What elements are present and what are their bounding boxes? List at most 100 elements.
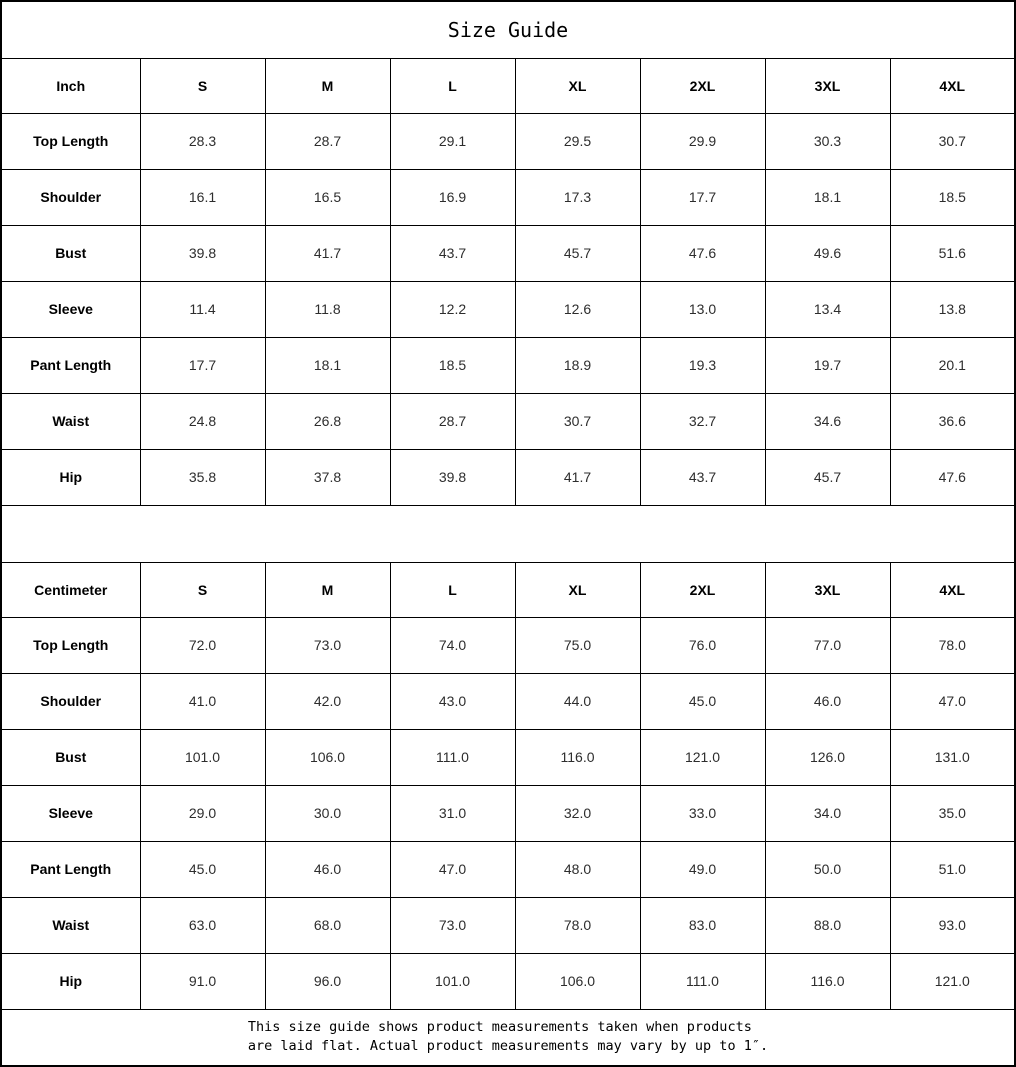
- unit-header-row: Inch S M L XL 2XL 3XL 4XL: [0, 57, 1016, 114]
- measurement-value-cell: 75.0: [514, 616, 641, 674]
- measurement-value-cell: 74.0: [389, 616, 516, 674]
- measurement-row: Bust 101.0 106.0 111.0 116.0 121.0 126.0 131.0: [0, 728, 1016, 786]
- measurement-value-cell: 37.8: [264, 448, 391, 506]
- measurement-value-cell: 16.9: [389, 168, 516, 226]
- measurement-value-cell: 13.4: [764, 280, 891, 338]
- measurement-value-cell: 29.0: [139, 784, 266, 842]
- measurement-label-cell: Shoulder: [0, 168, 141, 226]
- measurement-value-cell: 42.0: [264, 672, 391, 730]
- measurement-value-cell: 49.6: [764, 224, 891, 282]
- size-column-header: 4XL: [889, 561, 1016, 618]
- measurement-value-cell: 46.0: [264, 840, 391, 898]
- measurement-row: Top Length 28.3 28.7 29.1 29.5 29.9 30.3 30.7: [0, 112, 1016, 170]
- measurement-value-cell: 18.5: [889, 168, 1016, 226]
- measurement-value-cell: 31.0: [389, 784, 516, 842]
- measurement-label-cell: Pant Length: [0, 840, 141, 898]
- measurement-value-cell: 32.0: [514, 784, 641, 842]
- measurement-value-cell: 13.0: [639, 280, 766, 338]
- measurement-label-cell: Sleeve: [0, 280, 141, 338]
- size-column-header: S: [139, 57, 266, 114]
- footer-row: This size guide shows product measuremen…: [1, 1009, 1015, 1066]
- measurement-value-cell: 43.7: [389, 224, 516, 282]
- measurement-value-cell: 41.7: [514, 448, 641, 506]
- size-column-header: 2XL: [639, 57, 766, 114]
- measurement-row: Top Length 72.0 73.0 74.0 75.0 76.0 77.0 78.0: [0, 616, 1016, 674]
- measurement-value-cell: 24.8: [139, 392, 266, 450]
- measurement-value-cell: 43.0: [389, 672, 516, 730]
- table-title: Size Guide: [447, 17, 569, 42]
- measurement-label-cell: Top Length: [0, 616, 141, 674]
- measurement-value-cell: 30.7: [889, 112, 1016, 170]
- measurement-row: Waist 24.8 26.8 28.7 30.7 32.7 34.6 36.6: [0, 392, 1016, 450]
- measurement-value-cell: 17.7: [139, 336, 266, 394]
- measurement-row: Shoulder 16.1 16.5 16.9 17.3 17.7 18.1 18.5: [0, 168, 1016, 226]
- measurement-value-cell: 76.0: [639, 616, 766, 674]
- measurement-value-cell: 111.0: [389, 728, 516, 786]
- size-column-header: M: [264, 561, 391, 618]
- spacer-row: [1, 505, 1015, 562]
- measurement-value-cell: 28.7: [389, 392, 516, 450]
- measurement-value-cell: 35.8: [139, 448, 266, 506]
- measurement-value-cell: 11.8: [264, 280, 391, 338]
- measurement-value-cell: 41.7: [264, 224, 391, 282]
- measurement-value-cell: 43.7: [639, 448, 766, 506]
- unit-header-row: Centimeter S M L XL 2XL 3XL 4XL: [0, 561, 1016, 618]
- measurement-row: Sleeve 11.4 11.8 12.2 12.6 13.0 13.4 13.8: [0, 280, 1016, 338]
- measurement-value-cell: 36.6: [889, 392, 1016, 450]
- measurement-value-cell: 11.4: [139, 280, 266, 338]
- measurement-value-cell: 45.7: [764, 448, 891, 506]
- measurement-value-cell: 39.8: [389, 448, 516, 506]
- measurement-value-cell: 19.7: [764, 336, 891, 394]
- measurement-label-cell: Bust: [0, 728, 141, 786]
- measurement-value-cell: 20.1: [889, 336, 1016, 394]
- footer-note: This size guide shows product measuremen…: [248, 1018, 768, 1056]
- measurement-value-cell: 63.0: [139, 896, 266, 954]
- footer-note-line2: are laid flat. Actual product measuremen…: [247, 1038, 769, 1055]
- measurement-value-cell: 39.8: [139, 224, 266, 282]
- measurement-value-cell: 17.3: [514, 168, 641, 226]
- measurement-label-cell: Pant Length: [0, 336, 141, 394]
- footer-note-cell: This size guide shows product measuremen…: [1, 1009, 1015, 1066]
- measurement-value-cell: 78.0: [514, 896, 641, 954]
- measurement-value-cell: 78.0: [889, 616, 1016, 674]
- size-column-header: M: [264, 57, 391, 114]
- footer-note-line1: This size guide shows product measuremen…: [247, 1019, 752, 1036]
- measurement-value-cell: 46.0: [764, 672, 891, 730]
- measurement-value-cell: 51.0: [889, 840, 1016, 898]
- measurement-value-cell: 33.0: [639, 784, 766, 842]
- measurement-label-cell: Waist: [0, 392, 141, 450]
- measurement-value-cell: 45.0: [639, 672, 766, 730]
- measurement-value-cell: 18.5: [389, 336, 516, 394]
- measurement-value-cell: 32.7: [639, 392, 766, 450]
- size-column-header: XL: [514, 561, 641, 618]
- measurement-value-cell: 17.7: [639, 168, 766, 226]
- measurement-value-cell: 44.0: [514, 672, 641, 730]
- measurement-label-cell: Sleeve: [0, 784, 141, 842]
- measurement-value-cell: 111.0: [639, 952, 766, 1010]
- measurement-value-cell: 72.0: [139, 616, 266, 674]
- measurement-value-cell: 47.0: [889, 672, 1016, 730]
- measurement-value-cell: 121.0: [889, 952, 1016, 1010]
- size-column-header: 3XL: [764, 561, 891, 618]
- measurement-label-cell: Waist: [0, 896, 141, 954]
- measurement-value-cell: 47.0: [389, 840, 516, 898]
- measurement-label-cell: Shoulder: [0, 672, 141, 730]
- measurement-value-cell: 116.0: [764, 952, 891, 1010]
- measurement-value-cell: 106.0: [514, 952, 641, 1010]
- measurement-value-cell: 49.0: [639, 840, 766, 898]
- size-column-header: S: [139, 561, 266, 618]
- measurement-value-cell: 18.1: [764, 168, 891, 226]
- measurement-value-cell: 12.6: [514, 280, 641, 338]
- measurement-value-cell: 28.3: [139, 112, 266, 170]
- measurement-value-cell: 18.9: [514, 336, 641, 394]
- measurement-value-cell: 29.9: [639, 112, 766, 170]
- measurement-value-cell: 48.0: [514, 840, 641, 898]
- measurement-value-cell: 50.0: [764, 840, 891, 898]
- measurement-value-cell: 30.7: [514, 392, 641, 450]
- measurement-row: Pant Length 45.0 46.0 47.0 48.0 49.0 50.0 51.0: [0, 840, 1016, 898]
- measurement-value-cell: 16.1: [139, 168, 266, 226]
- measurement-value-cell: 16.5: [264, 168, 391, 226]
- measurement-label-cell: Hip: [0, 448, 141, 506]
